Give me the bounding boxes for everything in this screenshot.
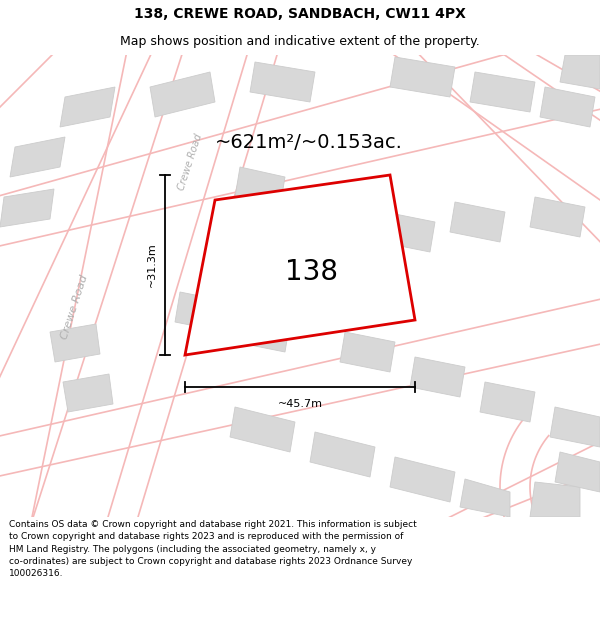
Polygon shape xyxy=(310,192,360,232)
Polygon shape xyxy=(480,382,535,422)
Polygon shape xyxy=(10,137,65,177)
Text: ~31.3m: ~31.3m xyxy=(147,242,157,288)
Polygon shape xyxy=(310,432,375,477)
Polygon shape xyxy=(230,407,295,452)
Polygon shape xyxy=(550,407,600,447)
Text: Crewe Road: Crewe Road xyxy=(60,274,90,341)
Polygon shape xyxy=(150,72,215,117)
Polygon shape xyxy=(530,482,580,517)
Polygon shape xyxy=(63,374,113,412)
Polygon shape xyxy=(470,72,535,112)
Polygon shape xyxy=(250,62,315,102)
Polygon shape xyxy=(390,57,455,97)
Polygon shape xyxy=(175,292,230,332)
Polygon shape xyxy=(60,87,115,127)
Text: Crewe Road: Crewe Road xyxy=(176,132,204,191)
Text: ~621m²/~0.153ac.: ~621m²/~0.153ac. xyxy=(215,132,403,151)
Polygon shape xyxy=(390,457,455,502)
Polygon shape xyxy=(460,479,510,517)
Polygon shape xyxy=(410,357,465,397)
Polygon shape xyxy=(340,332,395,372)
Polygon shape xyxy=(235,312,290,352)
Text: ~45.7m: ~45.7m xyxy=(278,399,323,409)
Polygon shape xyxy=(450,202,505,242)
Text: Map shows position and indicative extent of the property.: Map shows position and indicative extent… xyxy=(120,35,480,48)
Polygon shape xyxy=(0,189,54,227)
Text: 138, CREWE ROAD, SANDBACH, CW11 4PX: 138, CREWE ROAD, SANDBACH, CW11 4PX xyxy=(134,7,466,21)
Polygon shape xyxy=(530,197,585,237)
Polygon shape xyxy=(185,175,415,355)
Polygon shape xyxy=(560,55,600,89)
Polygon shape xyxy=(555,452,600,492)
Text: Contains OS data © Crown copyright and database right 2021. This information is : Contains OS data © Crown copyright and d… xyxy=(9,520,417,578)
Polygon shape xyxy=(380,212,435,252)
Polygon shape xyxy=(540,87,595,127)
Text: 138: 138 xyxy=(285,259,338,286)
Polygon shape xyxy=(50,324,100,362)
Polygon shape xyxy=(235,167,285,207)
